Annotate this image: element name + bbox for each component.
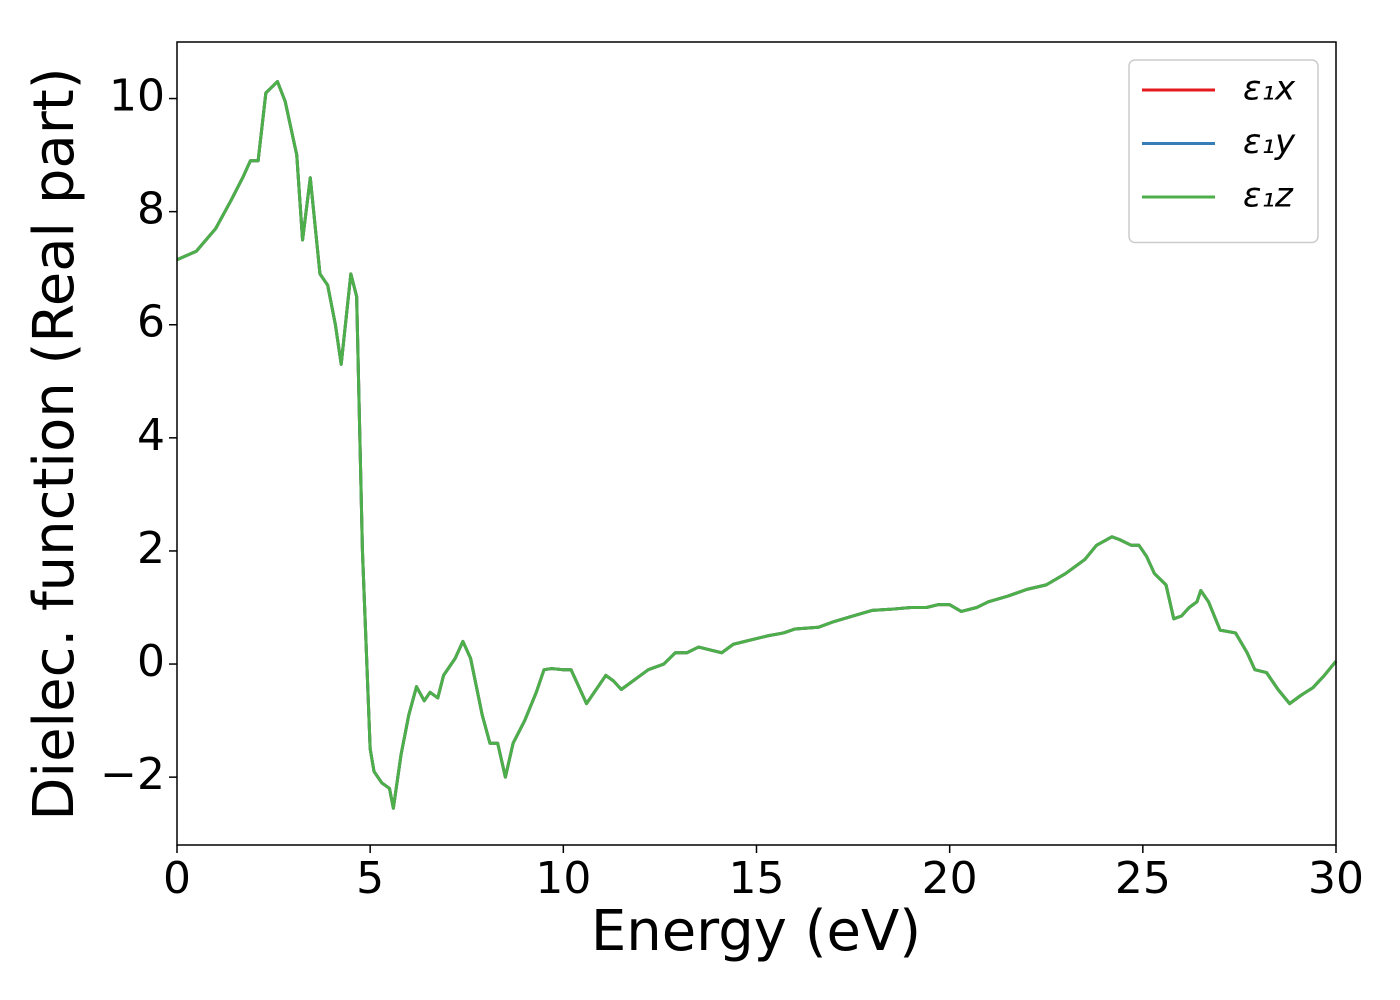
x-tick-label: 15 bbox=[729, 853, 785, 904]
y-tick-label: 4 bbox=[137, 410, 165, 461]
x-tick-label: 5 bbox=[356, 853, 384, 904]
x-tick-label: 10 bbox=[535, 853, 591, 904]
y-tick-label: 0 bbox=[137, 636, 165, 687]
y-tick-label: 8 bbox=[137, 184, 165, 235]
y-tick-label: 10 bbox=[109, 71, 165, 122]
legend-label: ε₁x bbox=[1243, 69, 1296, 109]
y-tick-label: −2 bbox=[100, 749, 165, 800]
y-tick-label: 6 bbox=[137, 297, 165, 348]
x-axis-label: Energy (eV) bbox=[591, 899, 921, 964]
x-tick-label: 30 bbox=[1308, 853, 1364, 904]
y-tick-label: 2 bbox=[137, 523, 165, 574]
legend-label: ε₁z bbox=[1243, 176, 1294, 216]
x-tick-label: 25 bbox=[1115, 853, 1171, 904]
series-line bbox=[176, 80, 1338, 810]
legend-label: ε₁y bbox=[1243, 122, 1296, 162]
y-axis-label: Dielec. function (Real part) bbox=[22, 67, 87, 820]
x-tick-label: 20 bbox=[922, 853, 978, 904]
plot-frame bbox=[176, 41, 1337, 846]
x-tick-label: 0 bbox=[163, 853, 191, 904]
